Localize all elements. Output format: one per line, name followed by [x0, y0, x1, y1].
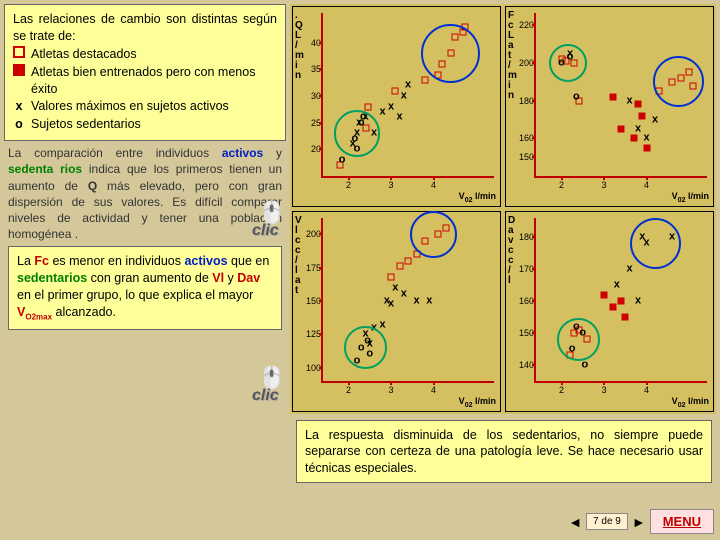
next-arrow-icon[interactable]: ►: [632, 514, 646, 530]
legend-item: oSujetos sedentarios: [13, 116, 277, 133]
legend-item: xValores máximos en sujetos activos: [13, 98, 277, 115]
open-square-icon: [13, 46, 25, 58]
clic-label[interactable]: clic: [252, 222, 279, 240]
legend-box: Las relaciones de cambio son distintas s…: [4, 4, 286, 141]
clic-label[interactable]: clic: [252, 387, 279, 405]
chart-grid: .QL/min2025303540234xxxxxxxxxxoooooV02 l…: [290, 4, 716, 414]
chart: .QL/min2025303540234xxxxxxxxxxoooooV02 l…: [292, 6, 501, 207]
paragraph-comparison: La comparación entre individuos activos …: [8, 145, 282, 242]
chart: Davcc/l140150160170180234xxxxxxooooV02 l…: [505, 211, 714, 412]
legend-intro: Las relaciones de cambio son distintas s…: [13, 11, 277, 45]
chart: Vlcc/lat100125150175200234xxxxxxxxxxoooo…: [292, 211, 501, 412]
nav-bar: ◄ 7 de 9 ► MENU: [568, 509, 714, 534]
legend-item: Atletas bien entrenados pero con menos é…: [13, 64, 277, 98]
x-icon: x: [13, 98, 25, 110]
prev-arrow-icon[interactable]: ◄: [568, 514, 582, 530]
fc-box: La Fc es menor en individuos activos que…: [8, 246, 282, 330]
filled-square-icon: [13, 64, 25, 76]
bottom-text-box: La respuesta disminuida de los sedentari…: [296, 420, 712, 483]
legend-item: Atletas destacados: [13, 46, 277, 63]
page-indicator[interactable]: 7 de 9: [586, 513, 628, 530]
menu-button[interactable]: MENU: [650, 509, 714, 534]
o-icon: o: [13, 116, 25, 128]
chart: FcLat/min150160180200220234xxxxxoooV02 l…: [505, 6, 714, 207]
